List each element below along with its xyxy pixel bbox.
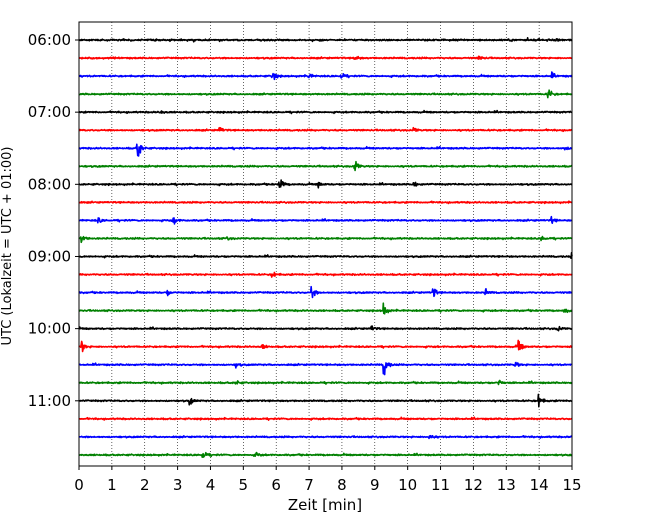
trace-line xyxy=(78,89,573,99)
trace-line xyxy=(78,361,573,376)
trace-06:15 xyxy=(78,55,573,61)
x-tick-label: 13 xyxy=(497,476,516,494)
x-tick-label: 9 xyxy=(370,476,380,494)
trace-09:45 xyxy=(78,302,573,315)
x-tick-label: 2 xyxy=(140,476,150,494)
x-tick-label: 12 xyxy=(464,476,483,494)
trace-line xyxy=(78,434,573,440)
y-tick-label: 06:00 xyxy=(28,31,71,49)
x-tick-label: 1 xyxy=(107,476,117,494)
x-axis-ticks: 0 1 2 3 4 5 6 7 8 9 10 11 12 13 14 15 xyxy=(74,466,582,494)
trace-11:30 xyxy=(78,434,573,440)
trace-10:45 xyxy=(78,379,573,386)
trace-line xyxy=(78,235,573,244)
trace-line xyxy=(78,379,573,386)
trace-09:30 xyxy=(78,285,573,299)
trace-10:15 xyxy=(78,339,573,353)
trace-09:15 xyxy=(78,271,573,278)
y-axis-ticks: 06:00 07:00 08:00 09:00 10:00 11:00 xyxy=(28,31,79,410)
trace-06:45 xyxy=(78,89,573,99)
y-tick-label: 07:00 xyxy=(28,103,71,121)
x-tick-label: 15 xyxy=(562,476,581,494)
trace-10:30 xyxy=(78,361,573,376)
y-tick-label: 11:00 xyxy=(28,392,71,410)
trace-08:15 xyxy=(78,200,573,205)
x-tick-label: 11 xyxy=(431,476,450,494)
trace-08:30 xyxy=(78,215,573,225)
trace-06:00 xyxy=(78,36,573,43)
x-tick-label: 8 xyxy=(337,476,347,494)
trace-11:45 xyxy=(78,451,573,458)
grid-lines xyxy=(111,22,540,466)
trace-line xyxy=(78,451,573,458)
trace-line xyxy=(78,200,573,205)
trace-line xyxy=(78,71,573,81)
trace-line xyxy=(78,55,573,61)
trace-11:00 xyxy=(78,393,573,408)
trace-08:45 xyxy=(78,235,573,244)
trace-09:00 xyxy=(78,252,573,259)
seismic-traces xyxy=(78,36,573,458)
y-tick-label: 08:00 xyxy=(28,175,71,193)
trace-line xyxy=(78,271,573,278)
trace-11:15 xyxy=(78,416,573,421)
x-tick-label: 6 xyxy=(271,476,281,494)
trace-06:30 xyxy=(78,71,573,81)
trace-line xyxy=(78,416,573,421)
trace-line xyxy=(78,339,573,353)
trace-line xyxy=(78,215,573,225)
trace-line xyxy=(78,325,573,332)
x-tick-label: 3 xyxy=(173,476,183,494)
x-tick-label: 0 xyxy=(74,476,84,494)
y-axis-title: UTC (Lokalzeit = UTC + 01:00) xyxy=(0,147,15,346)
x-tick-label: 7 xyxy=(304,476,314,494)
x-tick-label: 14 xyxy=(530,476,549,494)
trace-line xyxy=(78,126,573,133)
x-tick-label: 10 xyxy=(398,476,417,494)
trace-line xyxy=(78,393,573,408)
trace-line xyxy=(78,252,573,259)
trace-line xyxy=(78,179,573,189)
y-tick-label: 09:00 xyxy=(28,247,71,265)
x-tick-label: 4 xyxy=(206,476,216,494)
trace-line xyxy=(78,36,573,43)
trace-08:00 xyxy=(78,179,573,189)
trace-10:00 xyxy=(78,325,573,332)
plot-frame xyxy=(78,21,573,467)
trace-line xyxy=(78,109,573,115)
trace-07:00 xyxy=(78,109,573,115)
trace-line xyxy=(78,143,573,157)
y-tick-label: 10:00 xyxy=(28,320,71,338)
trace-line xyxy=(78,160,573,172)
x-axis-title: Zeit [min] xyxy=(288,496,362,514)
trace-07:15 xyxy=(78,126,573,133)
trace-07:45 xyxy=(78,160,573,172)
trace-line xyxy=(78,285,573,299)
trace-line xyxy=(78,302,573,315)
x-tick-label: 5 xyxy=(239,476,249,494)
trace-07:30 xyxy=(78,143,573,157)
plot-area xyxy=(79,22,572,466)
